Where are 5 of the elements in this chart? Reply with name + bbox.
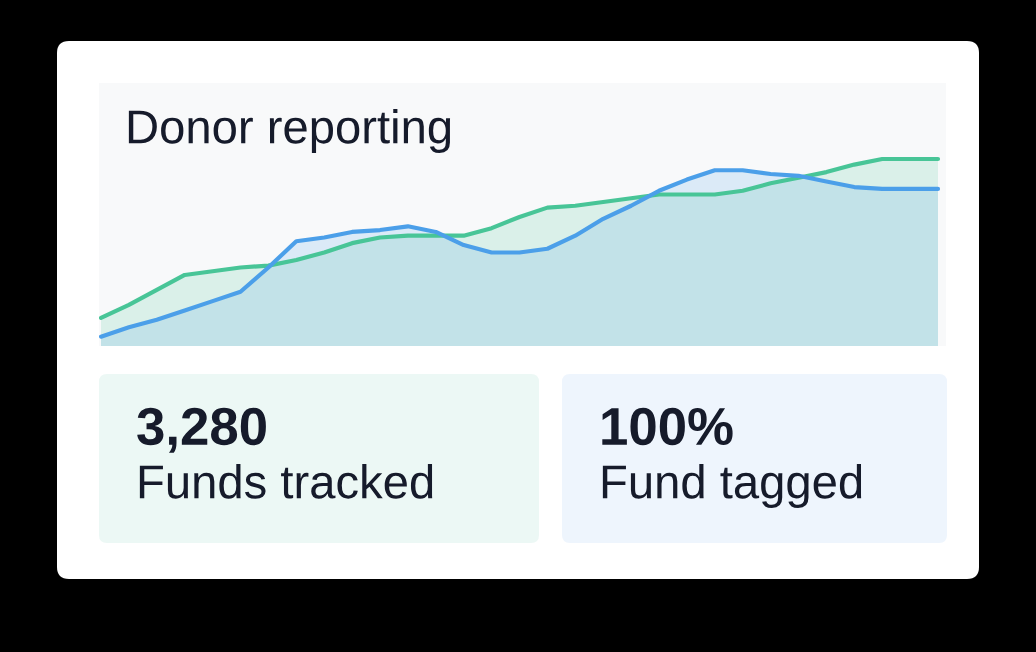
chart-title: Donor reporting xyxy=(128,108,451,154)
text: 3,280 xyxy=(137,407,266,453)
text: Fund tagged xyxy=(602,463,862,509)
text: Funds tracked xyxy=(139,463,433,499)
text: 100% xyxy=(602,407,733,446)
